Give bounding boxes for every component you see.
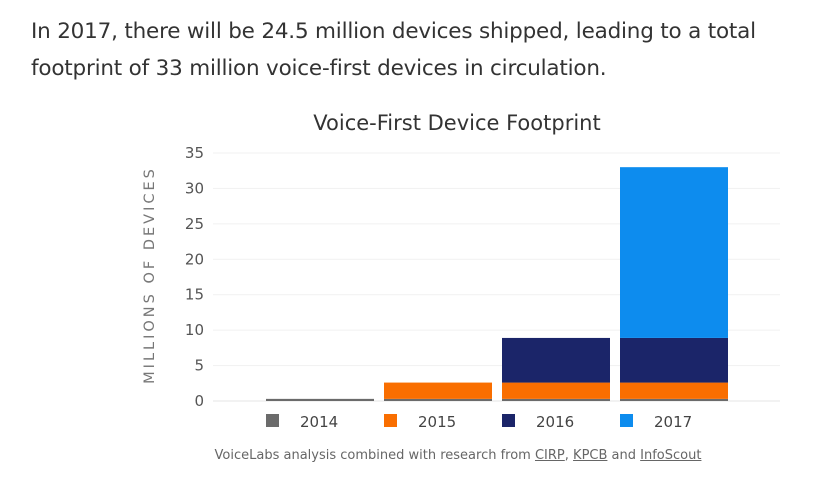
legend-swatch-2014: [266, 414, 279, 427]
bar-segment-2015-2015: [384, 382, 492, 399]
y-tick-label: 30: [185, 179, 204, 197]
bar-segment-2017-2017: [620, 167, 728, 338]
link-infoscout[interactable]: InfoScout: [640, 448, 702, 463]
link-cirp[interactable]: CIRP: [534, 448, 565, 463]
legend-swatch-2016: [502, 414, 515, 427]
legend: 2014 2015 2016 2017: [266, 413, 692, 431]
footer-text: VoiceLabs analysis combined with researc…: [214, 448, 535, 463]
legend-label-2015: 2015: [418, 413, 456, 431]
legend-swatch-2017: [620, 414, 633, 427]
bar-segment-2015-2014: [384, 398, 492, 401]
y-tick-labels: 0 5 10 15 20 25 30 35: [185, 144, 204, 410]
y-tick-label: 15: [185, 286, 204, 304]
y-tick-label: 10: [185, 321, 204, 339]
bars: [266, 167, 728, 401]
source-footer: VoiceLabs analysis combined with researc…: [0, 448, 838, 463]
legend-label-2017: 2017: [654, 413, 692, 431]
bar-segment-2016-2016: [502, 337, 610, 383]
footer-separator: ,: [564, 448, 574, 463]
bar-segment-2016-2015: [502, 382, 610, 399]
y-tick-label: 25: [185, 215, 204, 233]
legend-swatch-2015: [384, 414, 397, 427]
bar-segment-2014-2014: [266, 398, 374, 401]
headline: In 2017, there will be 24.5 million devi…: [31, 19, 756, 81]
bar-segment-2017-2016: [620, 337, 728, 383]
legend-label-2014: 2014: [300, 413, 338, 431]
chart-title: Voice-First Device Footprint: [313, 111, 600, 135]
y-tick-label: 20: [185, 250, 204, 268]
bar-segment-2017-2014: [620, 398, 728, 401]
y-tick-label: 0: [194, 392, 204, 410]
y-axis-label: MILLIONS OF DEVICES: [142, 166, 158, 384]
bar-segment-2016-2014: [502, 398, 610, 401]
footer-separator: and: [607, 448, 641, 463]
y-tick-label: 5: [194, 357, 204, 375]
bar-segment-2017-2015: [620, 382, 728, 399]
y-tick-label: 35: [185, 144, 204, 162]
legend-label-2016: 2016: [536, 413, 574, 431]
link-kpcb[interactable]: KPCB: [573, 448, 608, 463]
